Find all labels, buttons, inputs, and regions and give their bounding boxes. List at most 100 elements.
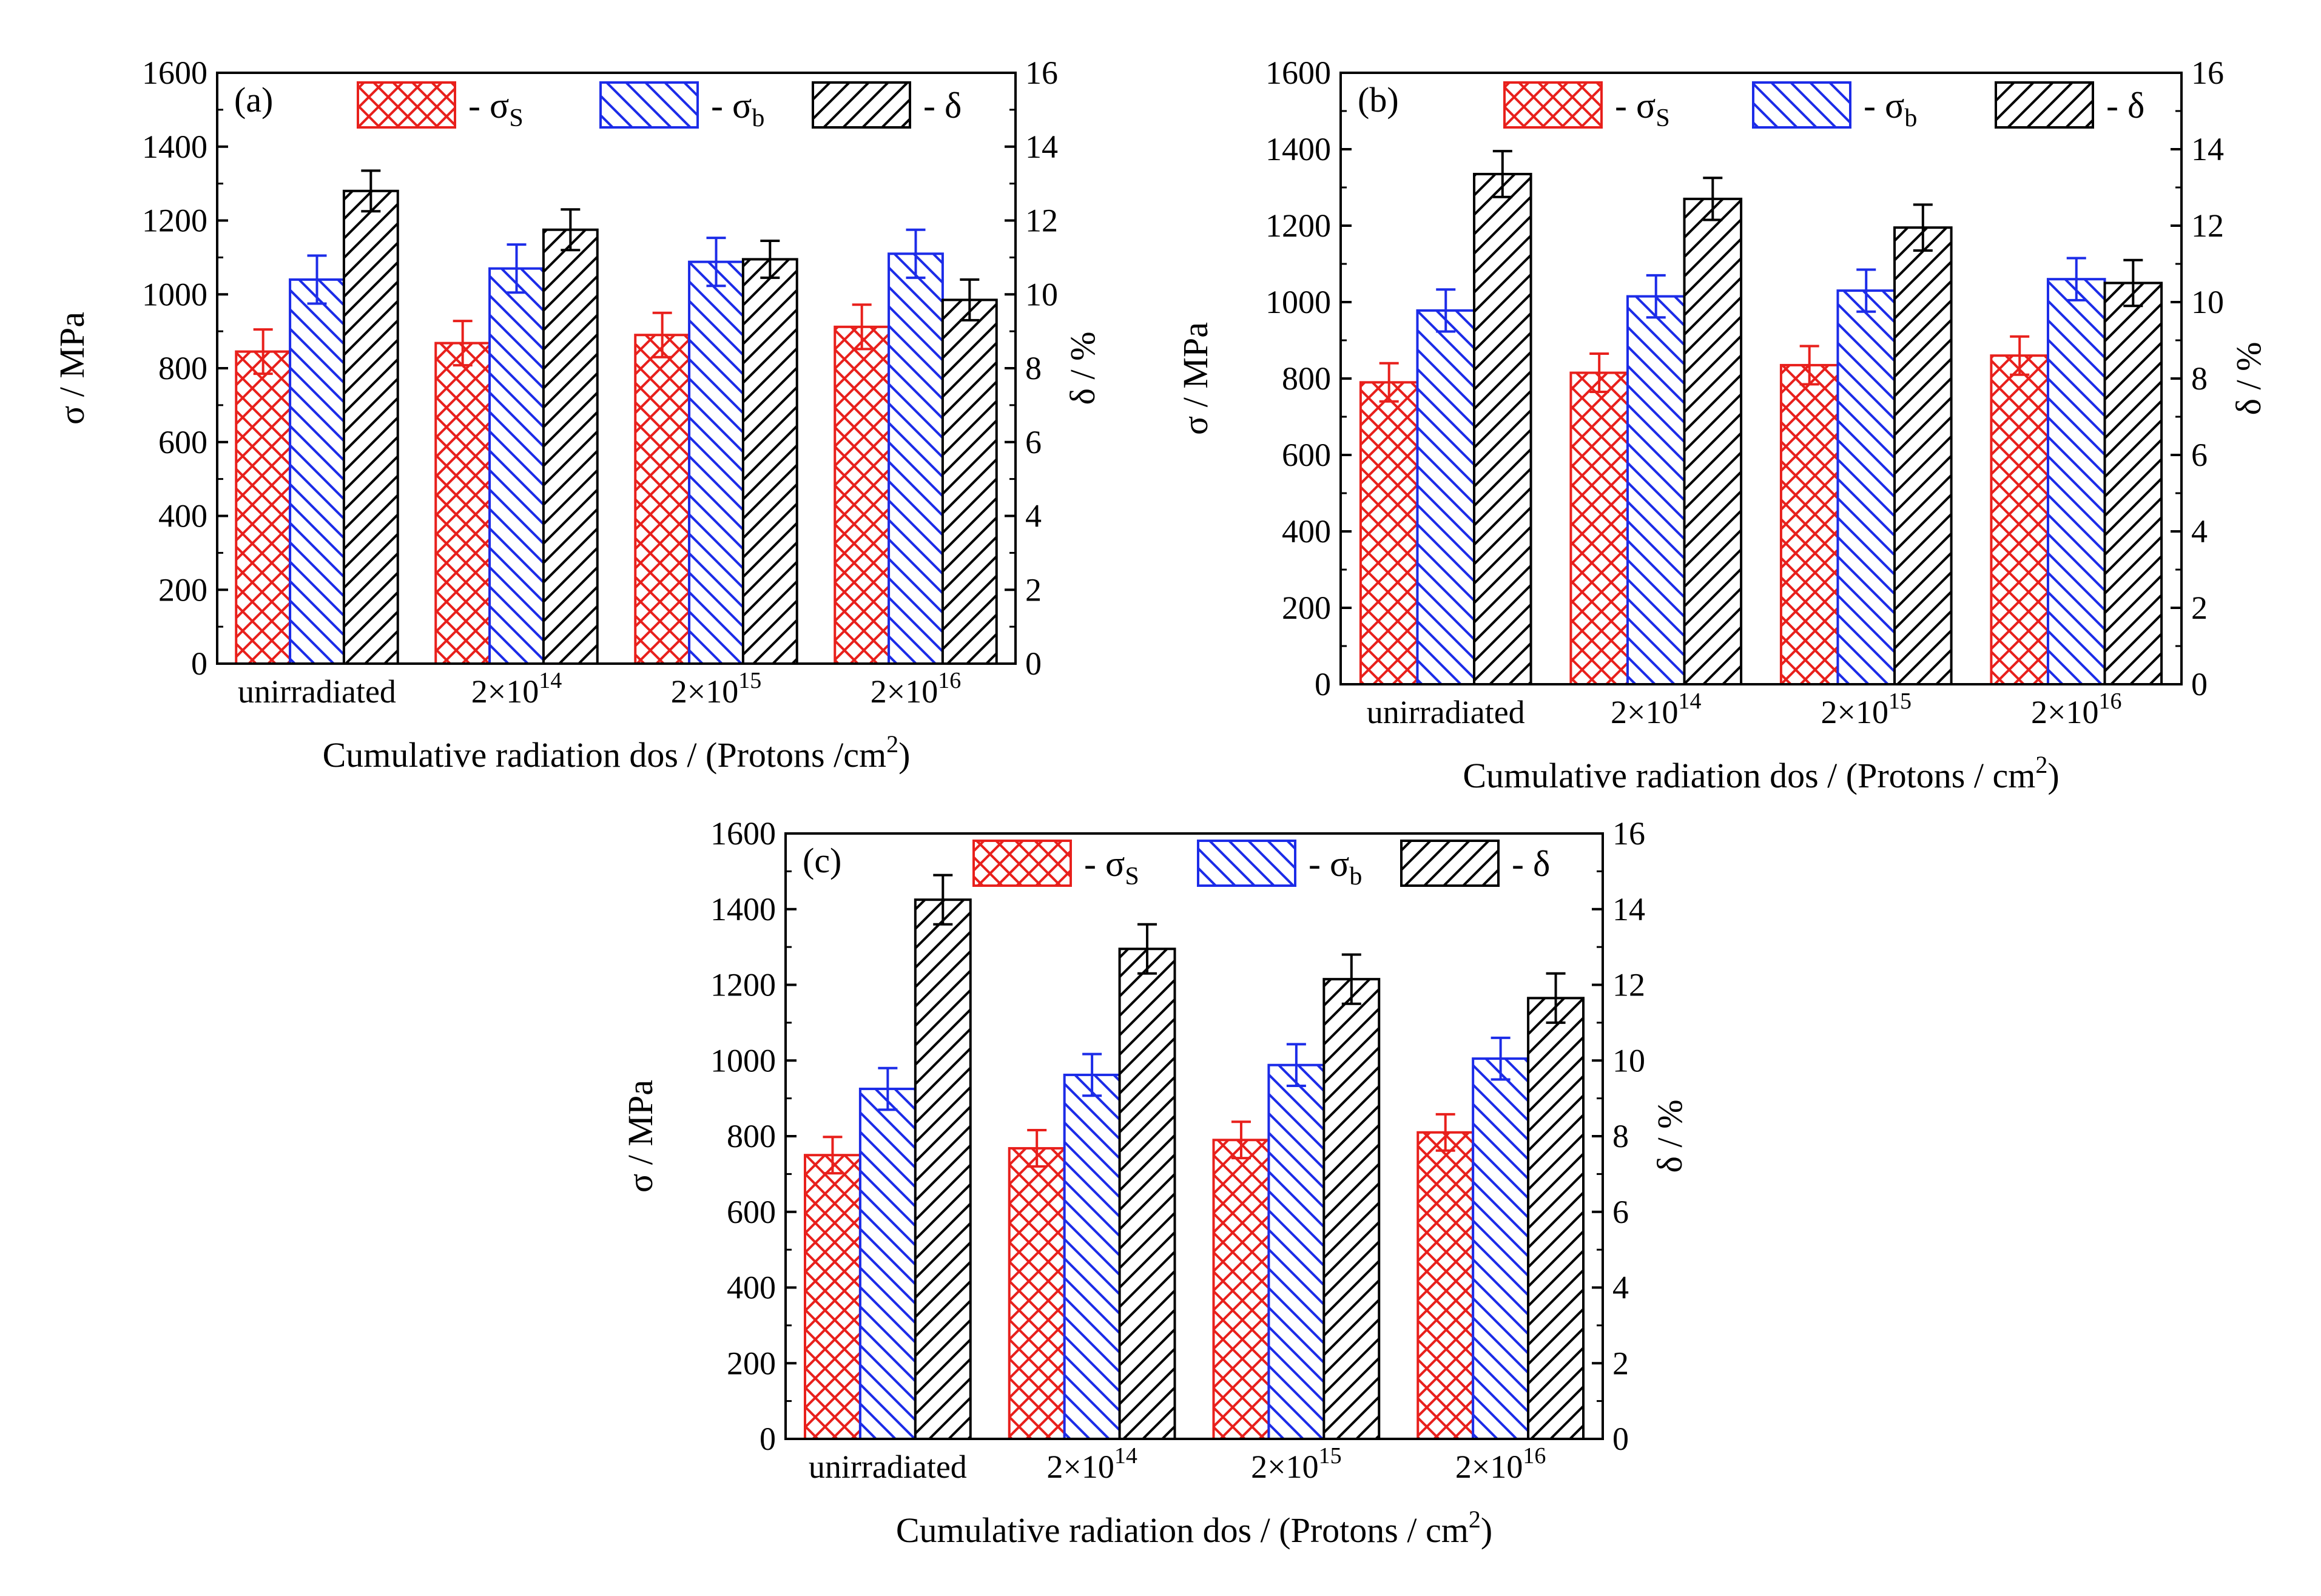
legend-label-sigma_b: - σb (711, 86, 764, 132)
errorbar-delta-3 (1913, 203, 1933, 252)
errorbar-delta-4 (2123, 258, 2143, 308)
legend-item-delta: - δ (1400, 840, 1550, 887)
left-tick-label: 200 (158, 571, 207, 608)
legend-swatch-delta (812, 81, 911, 129)
right-tick-label: 4 (2191, 513, 2208, 550)
errorbar-sigma_b-3 (1286, 1043, 1306, 1088)
legend-label-sigma_b: - σb (1309, 844, 1362, 891)
legend-swatch-sigma_b (1752, 81, 1851, 129)
errorbar-sigma_s-4 (852, 303, 872, 351)
legend-label-delta: - δ (2106, 86, 2144, 126)
x-category-label: 2×1014 (1611, 689, 1701, 730)
left-axis-title: σ / MPa (1176, 322, 1215, 435)
legend-label-sigma_s: - σS (468, 86, 524, 132)
bar-sigma_b-1 (858, 1088, 917, 1440)
bar-sigma_s-4 (834, 325, 891, 665)
right-tick-label: 10 (1612, 1042, 1645, 1079)
left-tick-label: 0 (1315, 666, 1331, 702)
panel-label: (a) (234, 80, 273, 120)
right-tick-label: 6 (1025, 424, 1042, 460)
left-tick-label: 400 (1282, 513, 1331, 550)
x-category-label: 2×1014 (1046, 1443, 1137, 1485)
bar-sigma_b-2 (488, 267, 545, 665)
panel-a: 0 200 400 600 800 1000 1200 1400 1600 0 2 4 6 8 10 12 14… (52, 55, 1102, 775)
x-axis-title: Cumulative radiation dos / (Protons /cm2… (323, 730, 911, 775)
errorbar-sigma_s-1 (1379, 362, 1399, 403)
right-tick-label: 2 (1612, 1345, 1629, 1381)
errorbar-delta-1 (933, 874, 953, 926)
right-tick-label: 14 (1612, 891, 1645, 928)
x-category-label: 2×1016 (1455, 1443, 1546, 1485)
errorbar-sigma_b-1 (1436, 288, 1456, 333)
bar-sigma_b-1 (1416, 309, 1476, 685)
bar-sigma_b-2 (1626, 295, 1686, 685)
left-tick-label: 0 (191, 645, 207, 682)
bar-delta-3 (1322, 978, 1381, 1441)
bar-delta-3 (1893, 226, 1953, 685)
errorbar-sigma_b-2 (1646, 274, 1666, 319)
right-tick-label: 6 (2191, 437, 2208, 473)
errorbar-sigma_s-1 (253, 328, 273, 375)
legend-item-sigma_s: - σS (357, 81, 524, 132)
left-tick-label: 1000 (1265, 284, 1331, 320)
errorbar-sigma_s-1 (823, 1136, 843, 1175)
bar-sigma_s-3 (1212, 1139, 1270, 1441)
left-tick-label: 200 (1282, 590, 1331, 626)
legend-swatch-delta (1400, 840, 1500, 887)
right-tick-label: 10 (1025, 276, 1058, 312)
bar-sigma_s-2 (434, 342, 491, 665)
errorbar-delta-2 (561, 208, 581, 252)
panel-label: (c) (803, 841, 841, 880)
x-category-label: unirradiated (1367, 694, 1525, 730)
bar-sigma_b-2 (1063, 1073, 1121, 1440)
x-category-label: 2×1015 (1251, 1443, 1341, 1485)
bar-sigma_b-3 (688, 260, 744, 665)
x-category-label: unirradiated (809, 1449, 967, 1485)
errorbar-sigma_b-3 (706, 237, 726, 288)
bar-sigma_b-1 (289, 278, 345, 665)
right-tick-label: 2 (2191, 590, 2208, 626)
left-tick-label: 1000 (710, 1042, 776, 1079)
legend-item-sigma_b: - σb (1752, 81, 1917, 132)
legend-item-sigma_b: - σb (599, 81, 764, 132)
bar-sigma_s-2 (1008, 1146, 1066, 1440)
bar-sigma_b-4 (1472, 1057, 1530, 1440)
panel-label: (b) (1358, 80, 1399, 120)
legend-swatch-sigma_b (599, 81, 699, 129)
legend-label-sigma_s: - σS (1615, 86, 1670, 132)
right-tick-label: 8 (2191, 360, 2208, 397)
left-tick-label: 800 (158, 350, 207, 386)
right-tick-label: 16 (1612, 815, 1645, 852)
bar-sigma_s-3 (1779, 363, 1839, 685)
legend-label-delta: - δ (1512, 844, 1550, 884)
legend-swatch-sigma_b (1197, 840, 1296, 887)
bar-sigma_b-4 (2046, 278, 2106, 685)
left-tick-label: 200 (727, 1345, 776, 1381)
left-tick-label: 1400 (710, 891, 776, 928)
legend-item-delta: - δ (812, 81, 962, 129)
left-tick-label: 1200 (1265, 207, 1331, 244)
x-axis-title: Cumulative radiation dos / (Protons / cm… (1463, 751, 2059, 795)
bar-sigma_s-2 (1569, 371, 1629, 685)
errorbar-delta-3 (1341, 953, 1361, 1005)
x-axis-title: Cumulative radiation dos / (Protons / cm… (896, 1506, 1492, 1550)
left-tick-label: 800 (1282, 360, 1331, 397)
left-tick-label: 1600 (710, 815, 776, 852)
x-category-label: 2×1016 (871, 668, 961, 710)
left-axis-title: σ / MPa (52, 312, 92, 425)
right-tick-label: 6 (1612, 1194, 1629, 1230)
left-tick-label: 600 (727, 1194, 776, 1230)
left-tick-label: 600 (1282, 437, 1331, 473)
x-category-label: 2×1016 (2031, 689, 2121, 730)
left-axis-title: σ / MPa (621, 1080, 660, 1193)
right-tick-label: 0 (2191, 666, 2208, 702)
errorbar-sigma_s-2 (1589, 352, 1609, 394)
panel-c: 0 200 400 600 800 1000 1200 1400 1600 0 2 4 6 8 10 12 14… (621, 815, 1689, 1550)
errorbar-sigma_s-3 (652, 311, 672, 359)
left-tick-label: 800 (727, 1118, 776, 1154)
legend-item-sigma_b: - σb (1197, 840, 1362, 891)
left-tick-label: 1600 (1265, 55, 1331, 91)
errorbar-sigma_b-4 (1491, 1036, 1511, 1081)
errorbar-sigma_b-3 (1856, 268, 1876, 313)
